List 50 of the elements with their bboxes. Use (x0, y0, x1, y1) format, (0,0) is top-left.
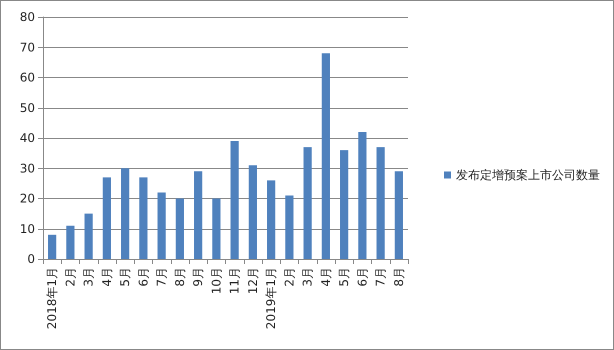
x-tick-label: 2月 (282, 267, 296, 287)
bar (358, 132, 366, 259)
bar (394, 171, 403, 259)
bar (84, 214, 93, 259)
y-tick-label: 80 (20, 10, 35, 24)
bar (139, 177, 148, 259)
legend-label: 发布定增预案上市公司数量 (456, 168, 600, 182)
x-tick-label: 4月 (318, 267, 333, 287)
bar (304, 147, 312, 259)
x-tick-label: 3月 (82, 267, 96, 287)
x-tick-label: 10月 (209, 267, 224, 294)
x-tick-label: 5月 (118, 267, 132, 287)
bar (102, 177, 111, 259)
x-tick-label: 12月 (246, 267, 260, 294)
x-tick-label: 3月 (300, 267, 315, 287)
x-tick-label: 4月 (100, 267, 114, 287)
bar (212, 198, 220, 259)
y-tick-label: 60 (20, 70, 35, 84)
bar (48, 234, 56, 259)
bar (194, 171, 202, 259)
x-tick-label: 5月 (337, 267, 352, 287)
x-tick-label: 11月 (228, 267, 242, 294)
y-tick-label: 10 (20, 222, 35, 236)
bar (176, 198, 184, 259)
y-tick-label: 70 (20, 40, 35, 54)
y-tick-label: 30 (20, 161, 35, 176)
x-tick-label: 2018年1月 (45, 267, 60, 330)
y-tick-label: 20 (20, 192, 35, 206)
bar (121, 168, 130, 259)
y-tick-label: 50 (20, 100, 35, 115)
bar (322, 53, 330, 259)
x-tick-label: 2月 (63, 267, 78, 287)
x-tick-label: 6月 (136, 267, 150, 287)
bar (66, 226, 74, 259)
y-tick-label: 40 (20, 131, 35, 145)
bar (158, 192, 166, 259)
x-tick-label: 6月 (355, 267, 370, 287)
bar (285, 195, 294, 259)
x-tick-label: 8月 (392, 267, 406, 287)
bar (230, 141, 239, 259)
bar (248, 165, 257, 259)
bar (267, 180, 276, 259)
x-tick-label: 2019年1月 (264, 267, 278, 330)
x-tick-label: 7月 (154, 267, 169, 287)
x-tick-label: 9月 (191, 267, 206, 287)
bar (376, 147, 385, 259)
bar (340, 150, 348, 259)
x-tick-label: 8月 (172, 267, 187, 287)
y-tick-label: 0 (27, 252, 35, 266)
x-tick-label: 7月 (374, 267, 388, 287)
